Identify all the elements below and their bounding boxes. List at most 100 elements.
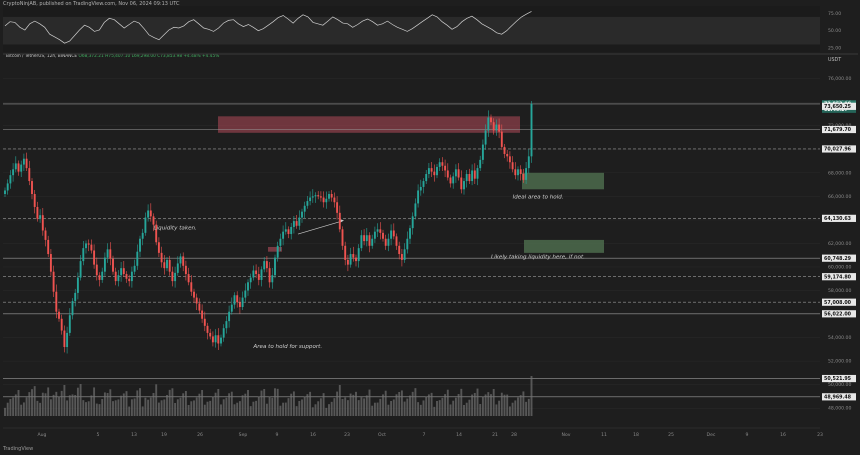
volume-bar [125, 391, 128, 416]
rsi-line [4, 11, 532, 44]
candle [220, 337, 222, 344]
candle [419, 186, 422, 191]
candle [357, 248, 360, 262]
volume-bar [82, 400, 85, 416]
candle [12, 169, 15, 176]
candle [452, 176, 455, 184]
volume-bar [422, 400, 425, 416]
candle [163, 262, 166, 269]
candle [190, 282, 193, 292]
volume-bar [414, 388, 417, 416]
resistance-zone [218, 116, 520, 133]
candle [244, 290, 247, 298]
candle [106, 249, 109, 258]
candle [463, 181, 465, 190]
volume-bar [101, 399, 104, 416]
volume-bar [355, 391, 357, 416]
volume-bar [163, 399, 166, 416]
candle [52, 271, 55, 292]
candle [228, 311, 231, 322]
symbol-legend[interactable]: Bitcoin / TetherUS, 12h, BINANCE O68,372… [6, 54, 219, 59]
volume-bar [257, 396, 260, 416]
volume-bar [31, 389, 33, 416]
volume-bar [103, 392, 106, 416]
volume-bar [463, 405, 465, 416]
volume-bar [409, 395, 411, 416]
level-label: 50,521.95 [824, 376, 851, 382]
volume-bar [341, 399, 344, 416]
volume-bar [282, 402, 285, 416]
candle [376, 229, 379, 232]
volume-bar [454, 397, 457, 416]
candle [252, 270, 255, 278]
level-badge [822, 145, 856, 153]
candle [25, 158, 28, 169]
candle [265, 261, 268, 269]
candle [211, 336, 214, 343]
candle [157, 242, 160, 253]
volume-bar [395, 394, 398, 416]
volume-bar [349, 393, 352, 416]
candle [90, 244, 93, 251]
candle [290, 226, 293, 235]
candle [58, 311, 60, 319]
candle [203, 318, 206, 326]
y-tick-label: 62,000.00 [828, 241, 851, 247]
level-badge [822, 310, 856, 318]
candle [128, 278, 131, 282]
candle [71, 301, 74, 316]
volume-bar [233, 404, 236, 416]
candle [508, 156, 511, 163]
candle [160, 252, 163, 263]
volume-bar [244, 393, 247, 416]
volume-bar [457, 394, 460, 416]
level-badge [822, 254, 856, 262]
volume-bar [17, 390, 20, 416]
annotation-text: Likely taking liquidity here, if not. [491, 255, 585, 261]
volume-bar [506, 394, 509, 416]
volume-bar [12, 397, 15, 416]
candle [152, 216, 155, 225]
candle [427, 168, 430, 174]
volume-bar [265, 403, 268, 416]
candle [527, 156, 530, 169]
level-badge [822, 214, 856, 222]
candle [17, 163, 20, 172]
x-tick-label: 19 [161, 432, 167, 438]
x-tick-label: 25 [668, 432, 674, 438]
volume-bar [33, 386, 36, 416]
volume-bar [238, 401, 241, 416]
candle [76, 277, 79, 293]
candle [112, 258, 114, 272]
volume-bar [85, 402, 87, 416]
volume-bar [117, 399, 120, 416]
volume-bar [444, 394, 447, 416]
candle [495, 124, 498, 131]
candle [468, 173, 471, 182]
volume-bar [503, 394, 506, 416]
candle [60, 318, 63, 331]
volume-bar [303, 396, 306, 416]
candle [390, 230, 393, 239]
y-tick-label: 68,000.00 [828, 170, 851, 176]
candle [409, 228, 411, 239]
volume-bar [60, 390, 63, 416]
volume-bar [133, 398, 136, 416]
volume-bar [271, 397, 274, 416]
x-tick-label: 28 [511, 432, 517, 438]
candle [325, 198, 328, 203]
volume-bar [376, 402, 379, 416]
candle [284, 229, 287, 232]
volume-bar [406, 398, 409, 416]
candle [344, 245, 347, 260]
volume-bar [314, 404, 317, 416]
volume-bar [492, 389, 495, 416]
candle [525, 168, 528, 180]
volume-bar [352, 394, 355, 416]
volume-bar [430, 392, 433, 416]
volume-bar [209, 400, 212, 416]
candle [255, 270, 258, 275]
volume-bar [473, 393, 476, 416]
volume-bar [425, 396, 428, 416]
